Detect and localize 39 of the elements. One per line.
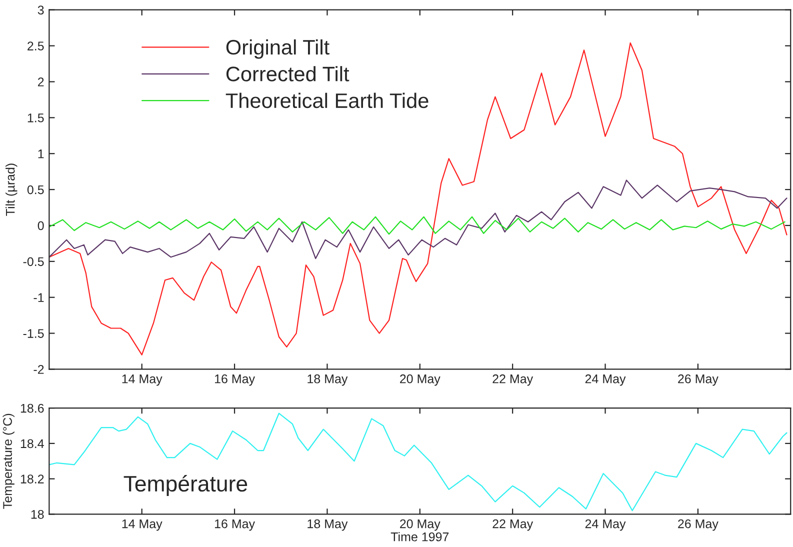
x-tick-label: 16 May	[214, 519, 256, 531]
x-tick-label: 22 May	[492, 519, 534, 531]
line-series	[49, 412, 788, 512]
y-tick-label: 18.2	[20, 474, 44, 484]
y-tick-label: 2	[38, 78, 44, 86]
y-tick-label: 18	[31, 510, 44, 519]
y-tick-label: 18.4	[20, 439, 44, 448]
legend-label: Corrected Tilt	[226, 66, 350, 82]
y-tick-label: 0.5	[27, 185, 44, 194]
x-tick-label: 18 May	[308, 374, 348, 386]
x-tick-label: 24 May	[585, 374, 626, 386]
y-tick-label: 18.6	[20, 404, 44, 413]
y-axis-title: Tilt (µrad)	[6, 164, 18, 216]
legend-label: Theoretical Earth Tide	[226, 92, 428, 108]
y-tick-label: 1.5	[28, 114, 44, 122]
line-series	[49, 216, 786, 235]
x-axis-title: Time 1997	[390, 532, 449, 542]
x-tick-label: 22 May	[492, 374, 534, 386]
x-tick-label: 20 May	[400, 374, 440, 386]
x-tick-label: 14 May	[122, 374, 162, 386]
y-tick-label: -1	[34, 293, 44, 302]
y-tick-label: 3	[38, 6, 44, 14]
y-tick-label: 2.5	[28, 42, 44, 50]
y-tick-label: 0	[38, 221, 44, 230]
x-tick-label: 26 May	[678, 374, 718, 386]
x-tick-label: 26 May	[678, 519, 718, 531]
y-axis-title: Temperature (°C)	[2, 414, 14, 509]
x-tick-label: 24 May	[585, 519, 626, 531]
y-tick-label: -0.5	[23, 257, 44, 266]
y-tick-label: 1	[38, 150, 44, 158]
x-tick-label: 18 May	[308, 519, 348, 531]
line-series	[49, 180, 788, 260]
x-tick-label: 20 May	[400, 519, 440, 531]
x-tick-label: 16 May	[214, 374, 256, 386]
y-tick-label: -1.5	[23, 329, 44, 338]
annotation: Température	[124, 475, 248, 496]
y-tick-label: -2	[34, 365, 44, 374]
x-tick-label: 14 May	[122, 520, 162, 531]
legend-label: Original Tilt	[226, 39, 330, 59]
